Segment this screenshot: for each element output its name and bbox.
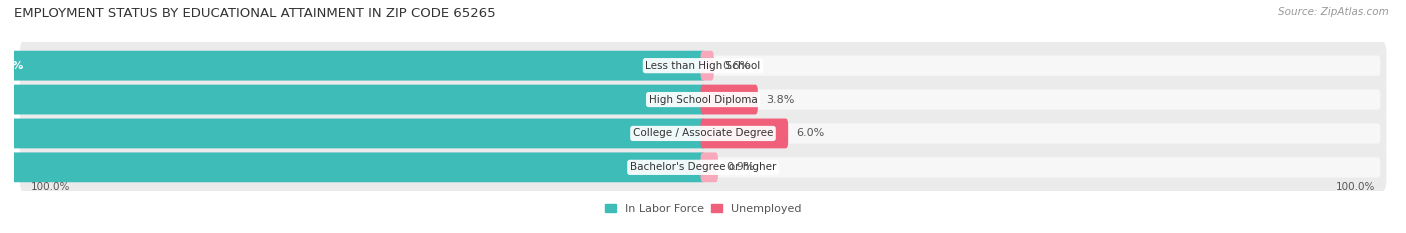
FancyBboxPatch shape <box>25 89 1381 110</box>
Legend: In Labor Force, Unemployed: In Labor Force, Unemployed <box>600 199 806 218</box>
Text: High School Diploma: High School Diploma <box>648 95 758 105</box>
Text: Less than High School: Less than High School <box>645 61 761 71</box>
Text: 0.9%: 0.9% <box>727 162 755 172</box>
FancyBboxPatch shape <box>25 123 1381 144</box>
FancyBboxPatch shape <box>700 51 714 81</box>
Text: Bachelor's Degree or higher: Bachelor's Degree or higher <box>630 162 776 172</box>
FancyBboxPatch shape <box>20 108 1386 158</box>
Text: 3.8%: 3.8% <box>766 95 794 105</box>
Text: 100.0%: 100.0% <box>31 182 70 192</box>
Text: Source: ZipAtlas.com: Source: ZipAtlas.com <box>1278 7 1389 17</box>
Text: 53.3%: 53.3% <box>0 61 24 71</box>
Text: College / Associate Degree: College / Associate Degree <box>633 128 773 138</box>
Text: EMPLOYMENT STATUS BY EDUCATIONAL ATTAINMENT IN ZIP CODE 65265: EMPLOYMENT STATUS BY EDUCATIONAL ATTAINM… <box>14 7 496 20</box>
FancyBboxPatch shape <box>20 41 1386 91</box>
FancyBboxPatch shape <box>700 119 789 148</box>
FancyBboxPatch shape <box>20 142 1386 192</box>
FancyBboxPatch shape <box>25 55 1381 76</box>
FancyBboxPatch shape <box>25 157 1381 178</box>
FancyBboxPatch shape <box>0 152 706 182</box>
FancyBboxPatch shape <box>20 75 1386 125</box>
Text: 100.0%: 100.0% <box>1336 182 1375 192</box>
FancyBboxPatch shape <box>0 119 706 148</box>
FancyBboxPatch shape <box>700 85 758 114</box>
FancyBboxPatch shape <box>0 51 706 81</box>
FancyBboxPatch shape <box>0 85 706 114</box>
Text: 0.6%: 0.6% <box>723 61 751 71</box>
FancyBboxPatch shape <box>700 152 718 182</box>
Text: 6.0%: 6.0% <box>797 128 825 138</box>
